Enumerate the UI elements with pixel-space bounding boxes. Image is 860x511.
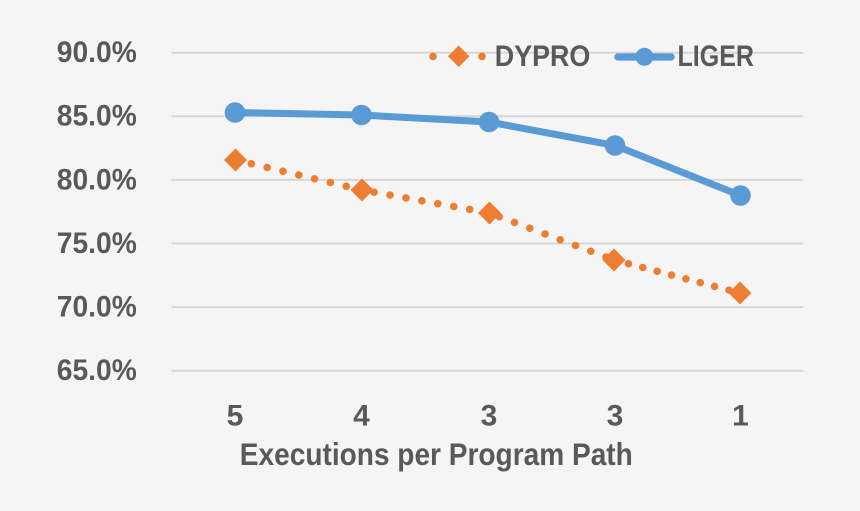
svg-text:LIGER: LIGER bbox=[678, 40, 755, 73]
svg-text:5: 5 bbox=[227, 400, 244, 433]
svg-text:75.0%: 75.0% bbox=[57, 227, 137, 260]
svg-text:90.0%: 90.0% bbox=[57, 36, 137, 69]
svg-text:65.0%: 65.0% bbox=[57, 354, 137, 387]
svg-text:80.0%: 80.0% bbox=[57, 163, 137, 196]
svg-text:3: 3 bbox=[607, 400, 624, 433]
svg-text:3: 3 bbox=[481, 400, 498, 433]
svg-text:85.0%: 85.0% bbox=[57, 100, 137, 133]
svg-text:1: 1 bbox=[732, 400, 749, 433]
svg-text:DYPRO: DYPRO bbox=[495, 40, 591, 73]
svg-text:4: 4 bbox=[353, 400, 370, 433]
svg-text:70.0%: 70.0% bbox=[57, 291, 137, 324]
svg-text:Executions per Program Path: Executions per Program Path bbox=[240, 436, 633, 472]
